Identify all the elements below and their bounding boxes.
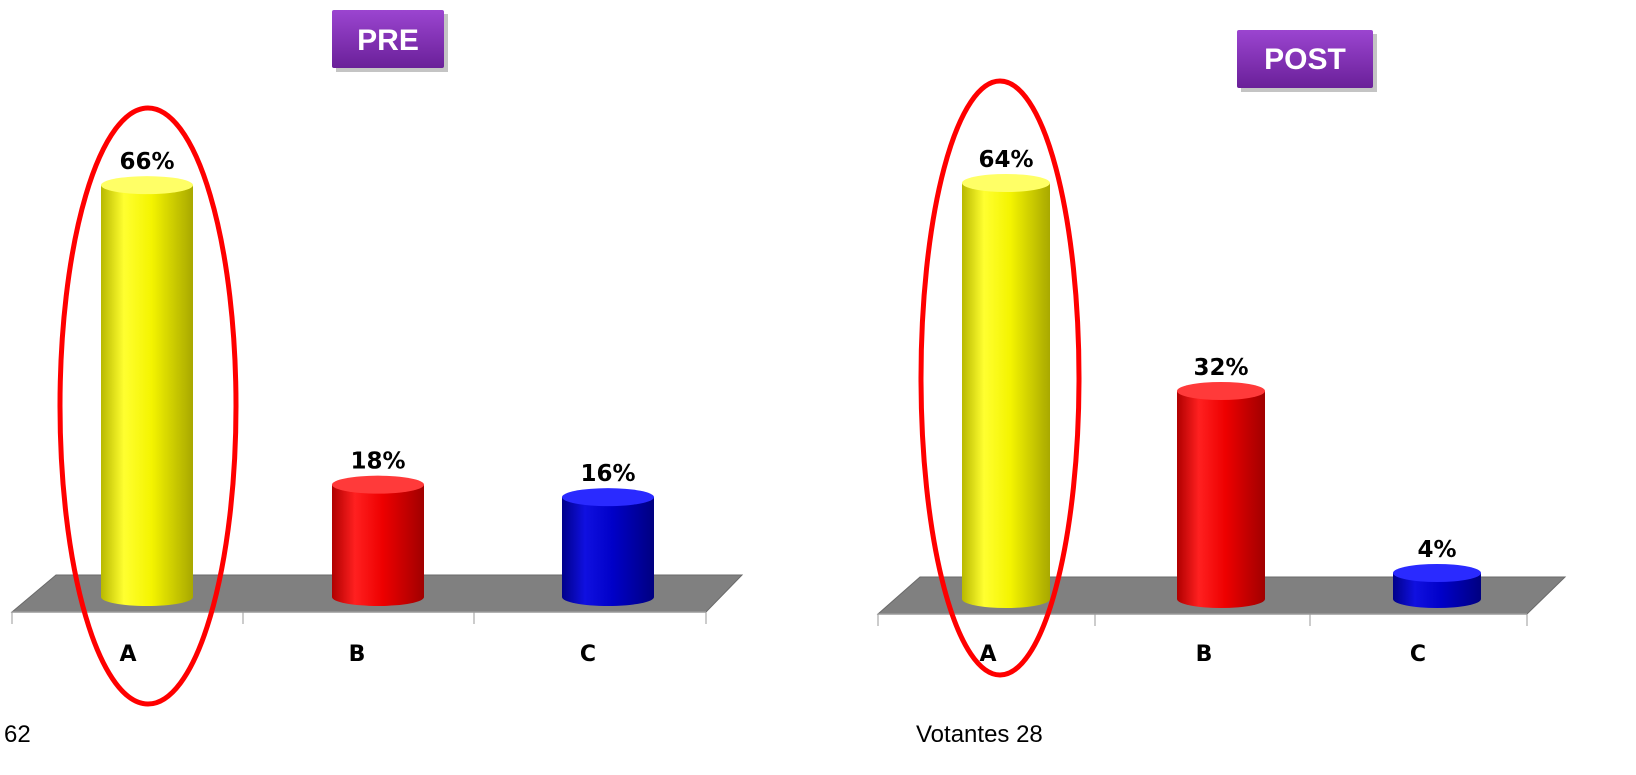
chart-pre-bar-top	[562, 488, 654, 507]
chart-post-bar-body	[1393, 573, 1481, 608]
chart-pre-bar-body	[101, 185, 193, 606]
chart-post-bar-top	[1393, 564, 1481, 582]
chart-pre-bar-body	[562, 497, 654, 606]
chart-pre-title: PRE	[357, 24, 419, 57]
chart-post-footer: Votantes 28	[916, 721, 1043, 748]
chart-pre-bar-B	[332, 475, 424, 606]
chart-post-value-label: 64%	[978, 147, 1033, 173]
chart-pre-bar-A	[101, 176, 193, 606]
chart-pre-bar-C	[562, 488, 654, 606]
chart-post-title: POST	[1264, 43, 1346, 76]
chart-pre-bar-body	[332, 484, 424, 606]
chart-pre-category-label: C	[580, 642, 596, 667]
chart-pre-category-label: A	[119, 642, 136, 667]
chart-post-value-label: 32%	[1193, 355, 1248, 381]
chart-post: POST 64% 32% 4% A B C Votantes 28	[876, 30, 1567, 748]
chart-post-title-bg	[1237, 30, 1373, 88]
chart-pre-title-bg	[332, 10, 444, 68]
chart-pre-footer: 62	[4, 721, 31, 748]
chart-pre-category-label: B	[349, 642, 366, 667]
chart-post-bar-top	[1177, 382, 1265, 400]
chart-post-category-label: B	[1196, 642, 1213, 667]
chart-pre: PRE 66% 18% 16% A B C 62	[4, 10, 744, 748]
chart-pre-value-label: 16%	[580, 461, 635, 487]
chart-post-highlight-ellipse	[918, 78, 1082, 678]
chart-pre-value-label: 66%	[119, 149, 174, 175]
chart-pre-title-box: PRE	[332, 10, 448, 72]
chart-post-bar-body	[962, 183, 1050, 608]
chart-pre-bar-top	[101, 176, 193, 195]
chart-post-title-box: POST	[1237, 30, 1377, 92]
chart-pre-bar-top	[332, 475, 424, 494]
chart-post-category-label: C	[1410, 642, 1426, 667]
chart-post-value-label: 4%	[1417, 537, 1456, 563]
chart-post-bar-B	[1177, 382, 1265, 608]
chart-post-bar-A	[962, 174, 1050, 608]
chart-pre-highlight-ellipse	[57, 105, 239, 707]
chart-post-category-label: A	[979, 642, 996, 667]
chart-post-bar-body	[1177, 391, 1265, 608]
chart-post-bar-top	[962, 174, 1050, 192]
chart-post-bar-C	[1393, 564, 1481, 608]
chart-pre-value-label: 18%	[350, 449, 405, 475]
